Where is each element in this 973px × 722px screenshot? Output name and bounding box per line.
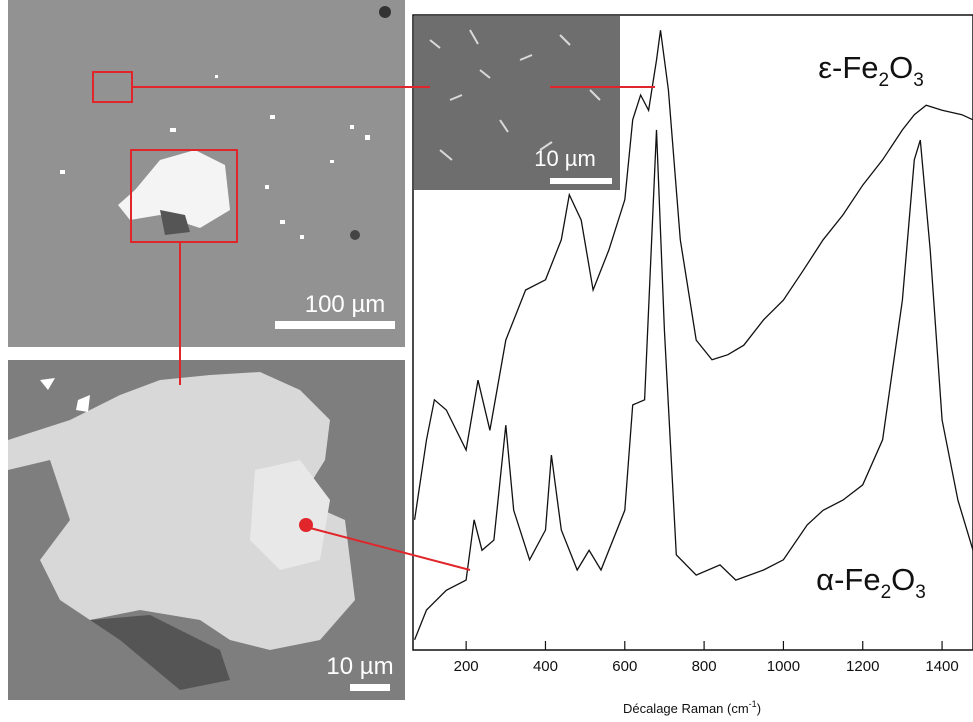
legend-label-part: ε-Fe [818,50,878,85]
sem-detail: 10 µm [8,360,405,700]
legend-label-part: 2 [879,70,890,91]
scale-label: 100 µm [305,291,386,318]
x-axis-label-part: ) [757,701,761,716]
legend-label-part: O [891,562,915,597]
x-tick-label: 400 [533,658,558,675]
legend-label: α-Fe2O3 [816,562,926,603]
spectrum-line [413,30,973,520]
x-tick-label: 200 [454,658,479,675]
x-tick-label: 1200 [846,658,879,675]
x-axis-label: Décalage Raman (cm-1) [623,699,761,716]
x-tick-label: 600 [612,658,637,675]
scale-label: 10 µm [326,653,393,680]
legend-label-part: 3 [915,582,926,603]
legend-label: ε-Fe2O3 [818,50,924,91]
x-axis-label-part: Décalage Raman (cm [623,701,749,716]
legend-label-part: α-Fe [816,562,880,597]
legend-label-part: 3 [913,70,924,91]
sem-inset: 10 µm [414,16,620,190]
x-tick-label: 1000 [767,658,800,675]
connector [309,527,471,571]
plot [413,30,973,641]
legend-label-part: O [889,50,913,85]
x-tick-label: 800 [692,658,717,675]
spectrum-line [413,129,973,641]
scale-label: 10 µm [534,146,596,171]
sem-overview: 100 µm [8,0,405,347]
legend-label-part: 2 [881,582,892,603]
x-axis-label-part: -1 [749,699,757,709]
x-tick-label: 1400 [925,658,958,675]
